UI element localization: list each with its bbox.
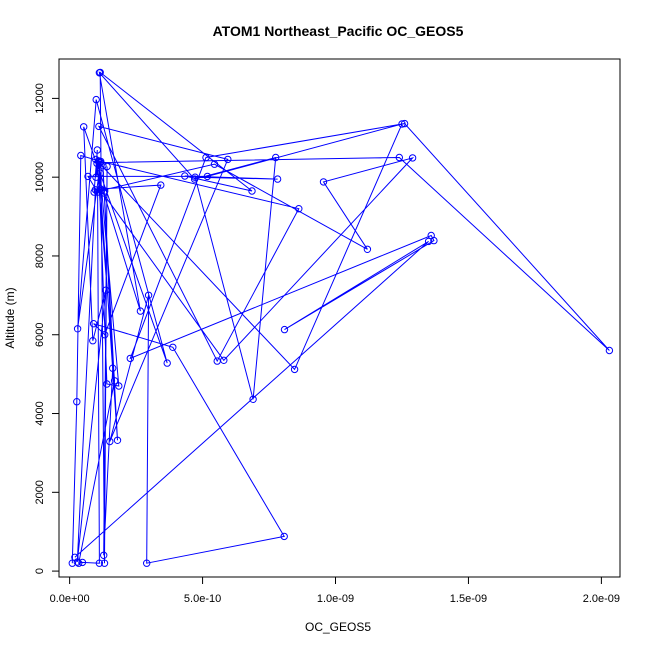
data-point bbox=[110, 377, 119, 385]
y-tick-label: 6000 bbox=[34, 322, 46, 346]
data-point bbox=[224, 155, 232, 164]
data-point bbox=[126, 354, 135, 363]
y-axis-label: Altitude (m) bbox=[3, 287, 17, 348]
data-point bbox=[93, 146, 102, 154]
y-tick-label: 12000 bbox=[34, 83, 46, 114]
data-point bbox=[103, 162, 111, 171]
data-point bbox=[157, 181, 165, 189]
data-point bbox=[290, 365, 299, 374]
data-point bbox=[395, 153, 403, 162]
x-axis: 0.0e+00 5.0e-10 1.0e-09 1.5e-09 2.0e-09 bbox=[50, 576, 620, 605]
data-point bbox=[95, 559, 104, 567]
data-point bbox=[408, 154, 417, 162]
data-point bbox=[96, 169, 104, 177]
data-point bbox=[92, 173, 100, 181]
data-point bbox=[280, 325, 289, 334]
data-point bbox=[80, 123, 88, 131]
data-point bbox=[181, 172, 189, 180]
data-point bbox=[249, 395, 257, 403]
data-point bbox=[191, 173, 199, 181]
data-point bbox=[210, 160, 219, 168]
data-point bbox=[144, 291, 153, 299]
data-point bbox=[319, 178, 328, 186]
series-layer bbox=[68, 68, 614, 567]
data-point bbox=[103, 380, 111, 388]
data-point bbox=[109, 364, 117, 372]
data-point bbox=[280, 532, 288, 541]
x-tick-label: 0.0e+00 bbox=[50, 593, 90, 605]
data-point bbox=[363, 245, 372, 254]
data-point bbox=[89, 337, 97, 345]
data-point bbox=[92, 95, 100, 104]
data-point bbox=[102, 286, 110, 294]
x-axis-label: OC_GEOS5 bbox=[305, 620, 371, 634]
data-point bbox=[101, 331, 109, 339]
y-tick-label: 2000 bbox=[34, 480, 46, 504]
data-point bbox=[424, 237, 433, 246]
data-point bbox=[295, 205, 303, 213]
data-point bbox=[100, 551, 108, 559]
data-point bbox=[71, 553, 79, 561]
data-point bbox=[202, 153, 210, 162]
data-point bbox=[78, 558, 87, 567]
chart-title: ATOM1 Northeast_Pacific OC_GEOS5 bbox=[213, 23, 464, 39]
data-point bbox=[136, 307, 145, 315]
x-tick-label: 5.0e-10 bbox=[184, 593, 221, 605]
data-point bbox=[430, 236, 438, 245]
data-point bbox=[100, 559, 109, 567]
y-tick-label: 8000 bbox=[34, 244, 46, 268]
data-point bbox=[203, 172, 212, 181]
y-tick-label: 0 bbox=[34, 568, 46, 574]
data-point bbox=[97, 186, 105, 195]
y-axis: 0 2000 4000 6000 8000 10000 12000 bbox=[34, 83, 60, 574]
data-point bbox=[96, 68, 104, 77]
y-tick-label: 10000 bbox=[34, 162, 46, 193]
x-tick-label: 2.0e-09 bbox=[583, 593, 620, 605]
data-point bbox=[95, 122, 103, 131]
data-point bbox=[84, 172, 92, 181]
data-point bbox=[90, 188, 98, 196]
data-point bbox=[93, 188, 102, 196]
x-tick-label: 1.5e-09 bbox=[450, 593, 487, 605]
data-point bbox=[96, 158, 105, 167]
data-point bbox=[248, 187, 256, 195]
data-point bbox=[106, 437, 114, 446]
data-point bbox=[77, 151, 85, 160]
data-point bbox=[115, 382, 123, 390]
data-point bbox=[113, 436, 122, 444]
data-point bbox=[73, 398, 81, 406]
data-point bbox=[169, 343, 177, 351]
data-point bbox=[398, 120, 406, 128]
data-point bbox=[273, 175, 282, 183]
data-point bbox=[220, 356, 228, 364]
data-point bbox=[163, 359, 171, 367]
data-point bbox=[93, 159, 101, 168]
y-tick-label: 4000 bbox=[34, 401, 46, 425]
data-point bbox=[143, 559, 151, 567]
data-point bbox=[89, 320, 98, 328]
data-point bbox=[400, 119, 409, 128]
data-point bbox=[75, 559, 83, 567]
x-tick-label: 1.0e-09 bbox=[317, 593, 354, 605]
data-point bbox=[73, 325, 82, 333]
data-point bbox=[605, 346, 614, 355]
data-point bbox=[272, 153, 280, 162]
